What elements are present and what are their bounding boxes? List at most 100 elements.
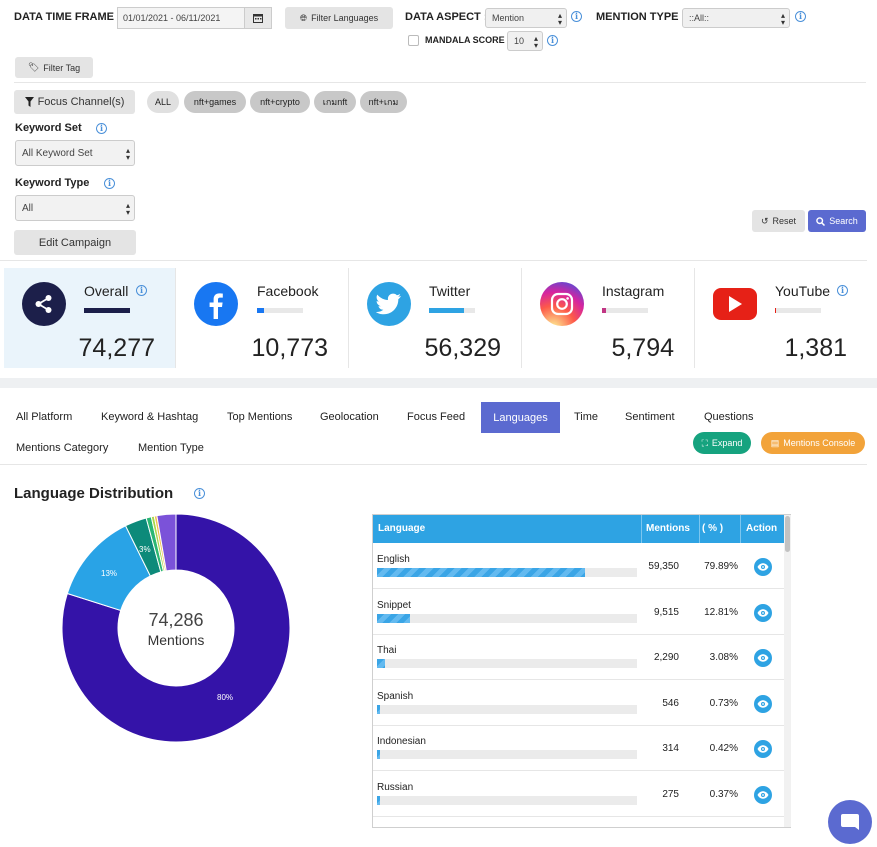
table-row: Spanish 546 0.73% <box>373 681 784 726</box>
stat-overall[interactable]: Overall i 74,277 <box>4 268 175 368</box>
row-mentions: 9,515 <box>653 606 679 618</box>
eye-icon[interactable] <box>754 558 772 576</box>
facebook-icon <box>194 282 238 326</box>
info-icon[interactable]: i <box>837 285 848 296</box>
keyword-set-select[interactable]: All Keyword Set ▴ ▾ <box>15 140 135 166</box>
row-progress-bar <box>377 704 637 714</box>
info-icon[interactable]: i <box>547 35 558 46</box>
keyword-type-select[interactable]: All ▴ ▾ <box>15 195 135 221</box>
tab-languages[interactable]: Languages <box>481 402 560 433</box>
tab-mentions-category[interactable]: Mentions Category <box>16 442 109 454</box>
eye-icon[interactable] <box>754 740 772 758</box>
row-percent: 3.08% <box>709 652 738 663</box>
data-aspect-select[interactable]: Mention ▴ ▾ <box>485 8 567 28</box>
mention-type-value: ::All:: <box>689 13 710 23</box>
stat-name: YouTube <box>775 283 831 299</box>
stat-value: 5,794 <box>611 334 674 362</box>
chip-nft-crypto[interactable]: nft+crypto <box>250 91 310 113</box>
tab-top-mentions[interactable]: Top Mentions <box>227 411 293 423</box>
stat-name: Overall <box>84 283 129 299</box>
edit-campaign-button[interactable]: Edit Campaign <box>14 230 136 255</box>
info-icon[interactable]: i <box>96 123 107 134</box>
section-separator <box>0 378 877 388</box>
donut-slice-other[interactable] <box>156 513 177 572</box>
tab-focus-feed[interactable]: Focus Feed <box>407 411 466 423</box>
tab-geolocation[interactable]: Geolocation <box>320 411 379 423</box>
date-range-value: 01/01/2021 - 06/11/2021 <box>123 13 221 23</box>
divider <box>14 82 866 83</box>
mentions-console-button[interactable]: ▤ Mentions Console <box>761 432 865 454</box>
donut-total-label: Mentions <box>147 632 205 648</box>
keyword-type-label: Keyword Type <box>15 177 90 189</box>
select-arrows-icon: ▴ ▾ <box>780 11 785 27</box>
tab-questions[interactable]: Questions <box>704 411 754 423</box>
reset-button[interactable]: ↺ Reset <box>752 210 805 232</box>
chip-nft-games[interactable]: nft+games <box>184 91 246 113</box>
filter-tag-button[interactable]: 🏷︎ Filter Tag <box>15 57 93 78</box>
donut-label-english: 80% <box>217 693 234 702</box>
tab-sentiment[interactable]: Sentiment <box>625 411 675 423</box>
eye-icon[interactable] <box>754 649 772 667</box>
tab-mention-type[interactable]: Mention Type <box>138 442 204 454</box>
table-scrollbar[interactable] <box>784 515 791 827</box>
filter-languages-label: Filter Languages <box>311 13 379 23</box>
row-percent: 0.37% <box>709 788 738 800</box>
row-progress-bar <box>377 795 637 805</box>
eye-icon[interactable] <box>754 694 772 713</box>
mandala-score-checkbox[interactable] <box>408 35 419 46</box>
chat-button[interactable] <box>828 800 872 844</box>
select-arrows-icon: ▴ ▾ <box>533 34 538 50</box>
info-icon[interactable]: i <box>795 11 806 22</box>
stat-bar <box>775 308 821 313</box>
info-icon[interactable]: i <box>136 285 147 296</box>
donut-slice-english[interactable] <box>61 513 291 743</box>
stat-name: Facebook <box>257 283 319 299</box>
mandala-score-select[interactable]: 10 ▴ ▾ <box>507 31 543 51</box>
undo-icon: ↺ <box>760 215 769 226</box>
focus-channels-label: Focus Channel(s) <box>37 96 125 108</box>
filter-languages-button[interactable]: 🌐︎ Filter Languages <box>285 7 393 29</box>
info-icon[interactable]: i <box>194 488 205 499</box>
info-icon[interactable]: i <box>571 11 582 22</box>
table-row: Thai 2,290 3.08% <box>373 635 784 680</box>
expand-button[interactable]: ⛶ Expand <box>693 432 751 454</box>
search-button[interactable]: Search <box>808 210 866 232</box>
stat-instagram[interactable]: Instagram 5,794 <box>522 268 694 368</box>
focus-channels-button[interactable]: Focus Channel(s) <box>14 90 135 114</box>
stat-value: 1,381 <box>784 334 847 362</box>
mention-type-select[interactable]: ::All:: ▴ ▾ <box>682 8 790 28</box>
chip-nft-game-thai[interactable]: nft+เกม <box>360 91 407 113</box>
search-icon <box>816 216 826 226</box>
twitter-icon <box>367 282 411 326</box>
row-language: Indonesian <box>377 736 426 747</box>
row-mentions: 59,350 <box>648 561 679 572</box>
tab-all-platform[interactable]: All Platform <box>16 411 73 423</box>
mention-type-label: MENTION TYPE : <box>596 11 686 23</box>
select-arrows-icon: ▴ ▾ <box>125 201 130 217</box>
donut-label-snippet: 13% <box>101 569 118 578</box>
stat-facebook[interactable]: Facebook 10,773 <box>176 268 348 368</box>
tag-icon: 🏷︎ <box>27 62 40 72</box>
list-icon: ▤ <box>770 437 780 448</box>
row-language: Spanish <box>377 690 414 702</box>
row-percent: 79.89% <box>704 561 738 572</box>
date-range-input[interactable]: 01/01/2021 - 06/11/2021 <box>117 7 272 29</box>
eye-icon[interactable] <box>754 785 772 804</box>
language-donut-chart <box>61 513 291 743</box>
tab-keyword-hashtag[interactable]: Keyword & Hashtag <box>101 411 199 423</box>
instagram-icon <box>540 282 584 326</box>
stat-youtube[interactable]: YouTube i 1,381 <box>695 268 867 368</box>
stat-name: Instagram <box>602 283 665 299</box>
eye-icon[interactable] <box>754 603 772 622</box>
row-percent: 0.42% <box>709 743 738 754</box>
donut-total: 74,286 <box>148 610 204 630</box>
stat-name: Twitter <box>429 283 471 299</box>
calendar-icon[interactable] <box>244 8 271 28</box>
tab-time[interactable]: Time <box>574 411 599 423</box>
reset-label: Reset <box>772 216 797 226</box>
row-language: English <box>377 554 410 565</box>
chip-all[interactable]: ALL <box>147 91 179 113</box>
stat-twitter[interactable]: Twitter 56,329 <box>349 268 521 368</box>
chip-game-nft-thai[interactable]: เกมnft <box>314 91 356 113</box>
info-icon[interactable]: i <box>104 178 115 189</box>
